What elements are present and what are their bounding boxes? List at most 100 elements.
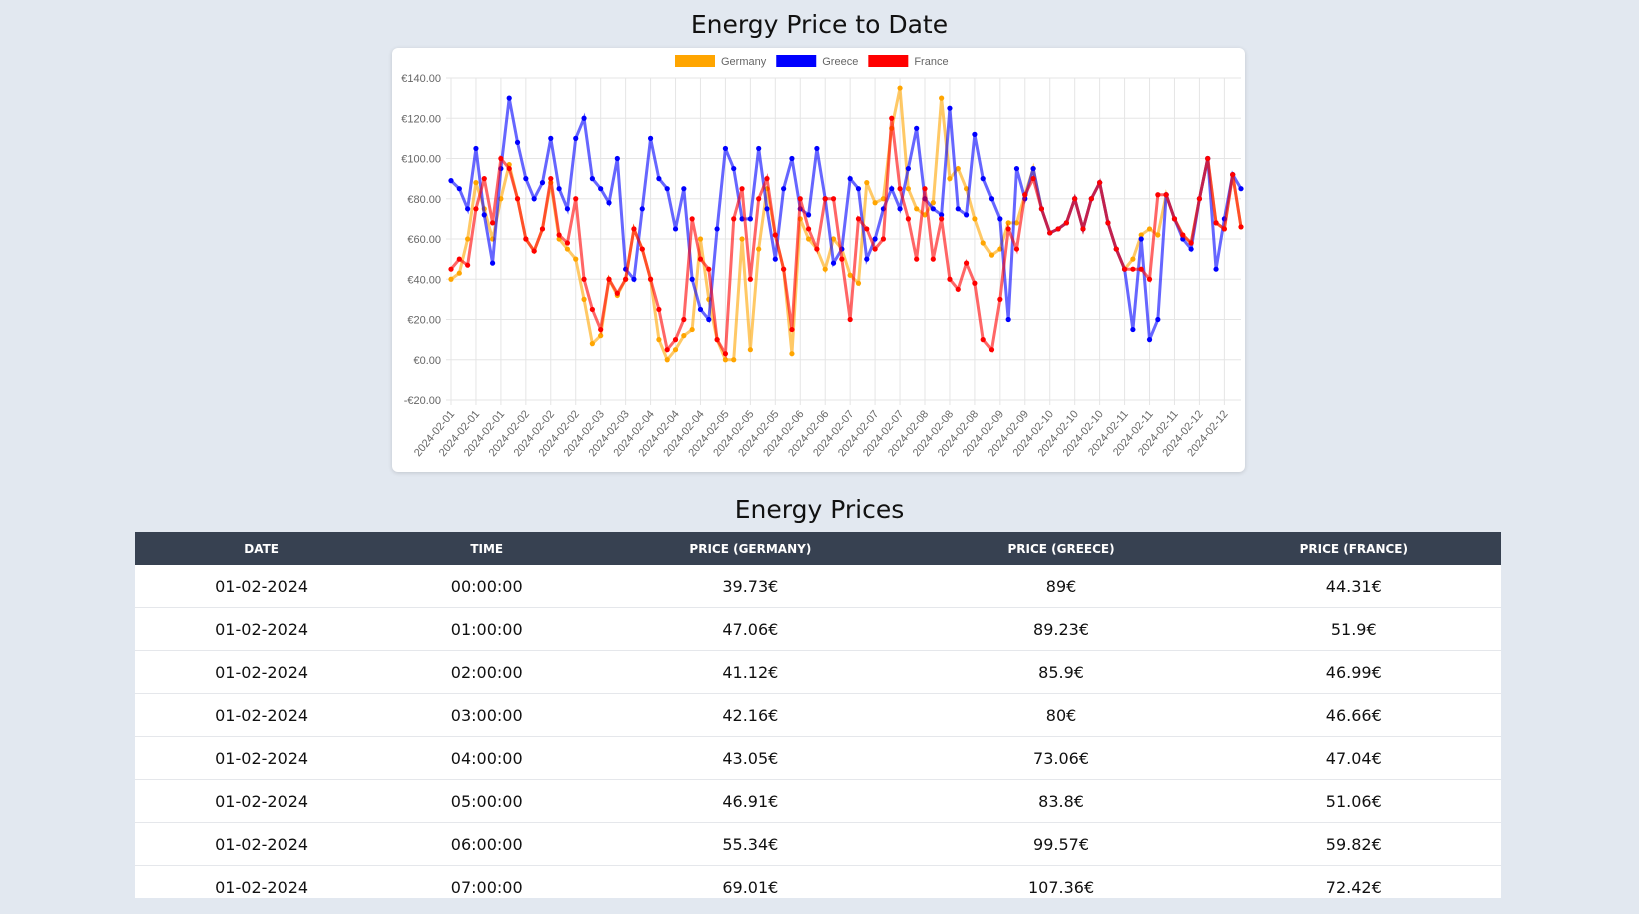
data-point (606, 276, 612, 282)
data-point (1105, 220, 1111, 226)
data-point (872, 200, 878, 206)
data-point (747, 276, 753, 282)
data-point (523, 236, 529, 242)
y-tick-label: €0.00 (413, 355, 441, 367)
data-point (872, 236, 878, 242)
data-point (772, 232, 778, 238)
table-cell: 44.31€ (1206, 565, 1501, 608)
data-point (847, 316, 853, 323)
data-point (947, 276, 953, 282)
data-point (1180, 232, 1186, 238)
table-cell: 47.06€ (585, 607, 916, 651)
data-point (855, 216, 862, 222)
data-point (473, 206, 479, 212)
data-point (697, 236, 704, 242)
data-point (889, 115, 895, 121)
data-point (465, 206, 471, 212)
data-point (1155, 192, 1161, 198)
data-point (914, 125, 920, 131)
table-cell: 99.57€ (915, 822, 1207, 866)
table-row: 01-02-2024 06:00:00 55.34€ 99.57€ 59.82€ (135, 822, 1501, 866)
data-point (930, 200, 936, 206)
table-cell: 06:00:00 (388, 822, 586, 866)
data-point (955, 286, 961, 292)
y-tick-label: €140.00 (401, 73, 441, 85)
data-point (930, 206, 936, 212)
data-point (939, 212, 945, 218)
data-point (681, 333, 687, 339)
table-cell: 01-02-2024 (135, 822, 389, 866)
data-point (639, 206, 645, 212)
data-point (1205, 155, 1211, 162)
table: DATE TIME PRICE (GERMANY) PRICE (GREECE) PRI… (135, 532, 1501, 898)
table-row: 01-02-2024 04:00:00 43.05€ 73.06€ 47.04€ (135, 736, 1501, 780)
table-row: 01-02-2024 01:00:00 47.06€ 89.23€ 51.9€ (135, 607, 1501, 651)
data-point (747, 347, 753, 353)
data-point (589, 306, 595, 313)
legend-label: Germany (721, 56, 767, 68)
data-point (672, 226, 679, 232)
data-point (789, 326, 795, 333)
column-header: TIME (388, 532, 586, 565)
data-point (514, 196, 521, 202)
table-cell: 01-02-2024 (135, 736, 389, 780)
data-point (1130, 266, 1136, 272)
data-point (581, 296, 587, 302)
data-point (864, 180, 870, 186)
data-point (1221, 226, 1227, 232)
data-point (864, 256, 870, 262)
series-line (449, 97, 1243, 341)
data-point (598, 326, 604, 333)
data-point (722, 145, 729, 152)
data-point (980, 240, 986, 246)
data-point (805, 236, 812, 242)
table-cell: 73.06€ (915, 736, 1207, 780)
data-point (448, 266, 454, 272)
data-point (1005, 316, 1011, 323)
data-point (914, 256, 920, 262)
data-point (997, 296, 1003, 302)
data-point (448, 178, 454, 184)
data-point (1188, 240, 1194, 246)
data-point (456, 256, 462, 262)
table-cell: 42.16€ (585, 693, 916, 737)
data-point (506, 165, 512, 172)
data-point (1213, 220, 1219, 226)
y-tick-label: €80.00 (407, 194, 441, 206)
data-point (805, 212, 812, 218)
table-cell: 43.05€ (585, 736, 916, 780)
table-cell: 02:00:00 (388, 650, 586, 694)
data-point (656, 176, 662, 182)
data-point (830, 260, 837, 266)
table-cell: 01-02-2024 (135, 565, 389, 608)
table-cell: 01:00:00 (388, 607, 586, 651)
data-point (756, 246, 762, 252)
data-point (847, 272, 853, 278)
table-cell: 01-02-2024 (135, 779, 389, 823)
data-point (731, 357, 737, 363)
data-point (473, 145, 479, 152)
data-point (1038, 206, 1045, 212)
data-point (465, 262, 471, 268)
data-point (1155, 232, 1161, 238)
data-point (1138, 266, 1144, 272)
data-point (955, 165, 961, 172)
table-cell: 04:00:00 (388, 736, 586, 780)
data-point (739, 236, 745, 242)
data-point (598, 333, 604, 339)
legend-label: Greece (822, 56, 858, 68)
data-point (697, 256, 704, 262)
data-point (631, 276, 637, 282)
data-point (456, 270, 462, 276)
data-point (789, 155, 795, 162)
data-point (473, 180, 479, 186)
table-row: 01-02-2024 03:00:00 42.16€ 80€ 46.66€ (135, 693, 1501, 737)
data-point (1130, 256, 1136, 262)
data-point (697, 306, 704, 313)
table-cell: 69.01€ (585, 865, 916, 898)
table-cell: 59.82€ (1206, 822, 1501, 866)
table-cell: 55.34€ (585, 822, 916, 866)
data-point (972, 216, 978, 222)
data-point (963, 212, 970, 218)
data-point (1005, 226, 1011, 232)
